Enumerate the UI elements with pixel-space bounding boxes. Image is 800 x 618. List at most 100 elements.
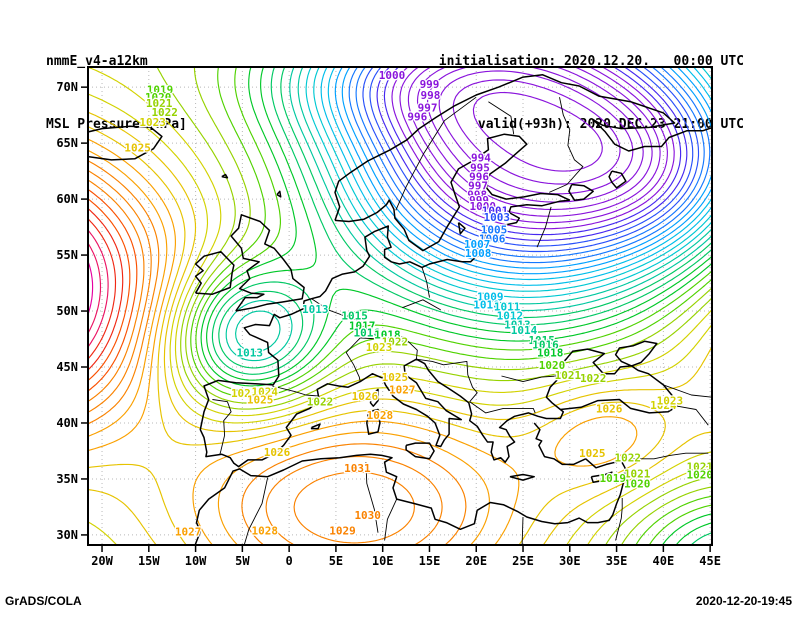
isobar-label: 1022 — [151, 106, 178, 119]
isobar-label: 997 — [468, 180, 488, 193]
isobar-label: 1023 — [366, 341, 393, 354]
lon-tick-label: 20W — [91, 554, 113, 568]
isobar-label: 1001 — [482, 204, 509, 217]
isobar-label: 1023 — [657, 395, 684, 408]
lat-tick-label: 55N — [56, 248, 78, 262]
model-name: nmmE_v4-a12km — [46, 54, 148, 69]
isobar-label: 1015 — [528, 334, 555, 347]
isobar-label: 1030 — [354, 509, 381, 522]
isobar-label: 1022 — [580, 372, 607, 385]
isobar-label: 994 — [471, 152, 491, 165]
isobar-label: 1025 — [382, 371, 409, 384]
border-layer — [212, 96, 712, 545]
lon-tick-label: 35E — [606, 554, 628, 568]
isobar-label: 1028 — [367, 409, 394, 422]
lon-tick-label: 15E — [419, 554, 441, 568]
isobar-label: 1017 — [349, 320, 376, 333]
lon-tick-label: 20E — [465, 554, 487, 568]
isobar-label: 1024 — [252, 386, 279, 399]
isobar-label: 1007 — [464, 238, 491, 251]
isobar-label: 1019 — [600, 472, 627, 485]
lon-tick-label: 10E — [372, 554, 394, 568]
isobar-label: 1020 — [539, 359, 566, 372]
isobar-label: 1011 — [494, 301, 521, 314]
lat-tick-label: 35N — [56, 472, 78, 486]
isobar-label: 1018 — [374, 329, 401, 342]
lat-tick-label: 70N — [56, 80, 78, 94]
isobar-label-layer: 1019102010211022102310251000999998997996… — [123, 68, 714, 540]
isobar-label: 997 — [418, 101, 438, 114]
coastline-layer — [88, 74, 712, 545]
isobar-label: 999 — [469, 194, 489, 207]
isobar-label: 1021 — [687, 461, 714, 474]
isobar-label: 1008 — [465, 247, 492, 260]
lon-tick-label: 40E — [653, 554, 675, 568]
isobar-label: 1023 — [139, 116, 166, 129]
axis-layer: 70N 65N 60N 55N 50N 45N 40N 35N 30N 20W 15W 10W 5W 0 5… — [56, 80, 721, 568]
isobar-label: 1000 — [379, 69, 406, 82]
lon-tick-label: 45E — [699, 554, 721, 568]
isobar-label: 998 — [467, 189, 487, 202]
isobar-label: 1019 — [147, 83, 174, 96]
isobar-label: 1026 — [264, 446, 291, 459]
isobar-label: 1014 — [511, 324, 538, 337]
init-time-label: initialisation: 2020.12.20. 00:00 UTC — [438, 54, 744, 69]
isobar-label: 1027 — [175, 526, 202, 539]
isobar-label: 1025 — [124, 142, 151, 155]
isobar-label: 1021 — [624, 467, 651, 480]
isobar-label: 1013 — [504, 319, 531, 332]
isobar-label: 995 — [470, 162, 490, 175]
lon-tick-label: 5E — [329, 554, 343, 568]
isobar-label: 1029 — [329, 524, 356, 537]
isobar-label: 1021 — [146, 97, 173, 110]
isobar-label: 1010 — [473, 298, 500, 311]
isobar-label: 1015 — [341, 310, 368, 323]
header-left: nmmE_v4-a12km MSL Pressure [hPa] — [46, 9, 187, 177]
isobar-label: 1025 — [579, 447, 606, 460]
isobar-label: 1026 — [352, 390, 379, 403]
lon-tick-label: 5W — [235, 554, 250, 568]
lon-tick-label: 0 — [286, 554, 293, 568]
lon-tick-label: 10W — [185, 554, 207, 568]
isobar-label: 1027 — [389, 383, 416, 396]
isobar-label: 1022 — [382, 335, 409, 348]
lon-tick-label: 15W — [138, 554, 160, 568]
isobar-label: 996 — [407, 110, 427, 123]
creation-timestamp: 2020-12-20-19:45 — [695, 594, 792, 608]
isobar-label: 996 — [469, 171, 489, 184]
isobar-label: 1016 — [532, 339, 559, 352]
isobar-label: 1022 — [615, 452, 642, 465]
isobar-label: 1000 — [470, 200, 497, 213]
isobar-label: 1003 — [484, 211, 511, 224]
lat-tick-label: 40N — [56, 416, 78, 430]
isobar-label: 998 — [420, 89, 440, 102]
isobar-label: 1012 — [497, 310, 524, 323]
isobar-label: 1006 — [479, 232, 506, 245]
lat-tick-label: 50N — [56, 304, 78, 318]
isobar-label: 1016 — [354, 326, 381, 339]
grads-credit: GrADS/COLA — [5, 594, 82, 608]
plot-frame — [87, 66, 713, 546]
isobar-label: 1028 — [252, 524, 279, 537]
isobar-label: 1020 — [624, 477, 651, 490]
lon-tick-label: 25E — [512, 554, 534, 568]
lat-tick-label: 30N — [56, 528, 78, 542]
lat-tick-label: 65N — [56, 136, 78, 150]
isobar-label: 1022 — [307, 396, 334, 409]
isobar-label: 999 — [420, 78, 440, 91]
isobar-label: 1009 — [477, 291, 504, 304]
isobar-label: 1024 — [650, 399, 677, 412]
lat-tick-label: 45N — [56, 360, 78, 374]
isobar-label: 1023 — [231, 387, 258, 400]
isobar-label: 1031 — [344, 462, 371, 475]
isobar-label: 1013 — [237, 347, 264, 360]
isobar-label: 1005 — [481, 223, 508, 236]
isobar-label: 1013 — [302, 303, 329, 316]
isobar-label: 1021 — [555, 369, 582, 382]
field-name: MSL Pressure [hPa] — [46, 117, 187, 132]
isobar-label: 1025 — [247, 394, 274, 407]
isobar-label: 1020 — [687, 469, 714, 482]
lat-tick-label: 60N — [56, 192, 78, 206]
